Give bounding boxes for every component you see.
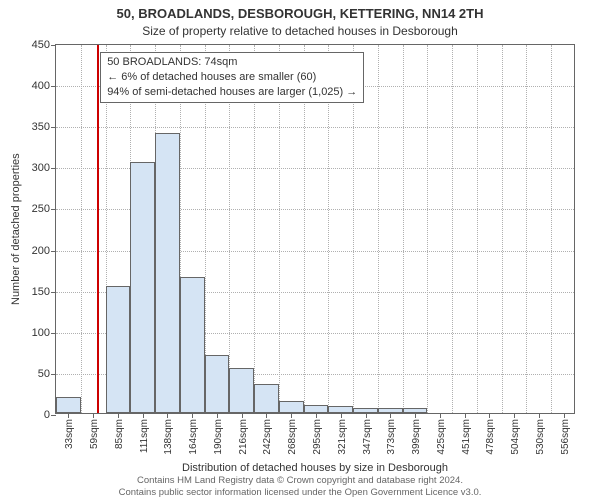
annotation-line: ← 6% of detached houses are smaller (60)	[107, 70, 357, 85]
xtick-label: 190sqm	[213, 419, 224, 455]
xtick-mark	[390, 413, 391, 418]
xtick-label: 138sqm	[163, 419, 174, 455]
histogram-bar	[155, 133, 180, 413]
ytick-mark	[51, 292, 56, 293]
xtick-mark	[489, 413, 490, 418]
gridline-v	[526, 45, 527, 413]
xtick-mark	[242, 413, 243, 418]
xtick-label: 59sqm	[89, 419, 100, 449]
ytick-label: 50	[38, 368, 50, 380]
histogram-bar	[205, 355, 230, 413]
gridline-v	[81, 45, 82, 413]
annotation-line: 50 BROADLANDS: 74sqm	[107, 55, 357, 70]
chart-footer: Contains HM Land Registry data © Crown c…	[0, 475, 600, 498]
xtick-label: 478sqm	[485, 419, 496, 455]
histogram-bar	[180, 277, 205, 413]
xtick-label: 242sqm	[262, 419, 273, 455]
ytick-label: 250	[32, 203, 50, 215]
xtick-label: 268sqm	[287, 419, 298, 455]
footer-line-2: Contains public sector information licen…	[0, 487, 600, 498]
xtick-label: 85sqm	[114, 419, 125, 449]
xtick-mark	[415, 413, 416, 418]
xtick-label: 111sqm	[139, 419, 150, 453]
xtick-label: 321sqm	[337, 419, 348, 455]
xtick-mark	[143, 413, 144, 418]
ytick-mark	[51, 127, 56, 128]
ytick-label: 450	[32, 39, 50, 51]
xtick-mark	[539, 413, 540, 418]
xtick-mark	[366, 413, 367, 418]
ytick-mark	[51, 415, 56, 416]
xtick-label: 556sqm	[560, 419, 571, 455]
xtick-label: 425sqm	[436, 419, 447, 455]
xtick-mark	[341, 413, 342, 418]
ytick-label: 350	[32, 121, 50, 133]
histogram-bar	[56, 397, 81, 413]
xtick-label: 164sqm	[188, 419, 199, 455]
ytick-mark	[51, 333, 56, 334]
xtick-mark	[440, 413, 441, 418]
chart-canvas: 50, BROADLANDS, DESBOROUGH, KETTERING, N…	[0, 0, 600, 500]
ytick-mark	[51, 374, 56, 375]
chart-subtitle: Size of property relative to detached ho…	[0, 24, 600, 38]
annotation-box: 50 BROADLANDS: 74sqm← 6% of detached hou…	[100, 52, 364, 103]
gridline-v	[502, 45, 503, 413]
histogram-bar	[279, 401, 304, 413]
histogram-bar	[106, 286, 131, 413]
histogram-bar	[304, 405, 329, 413]
ytick-mark	[51, 168, 56, 169]
plot-area: 05010015020025030035040045033sqm59sqm85s…	[55, 44, 575, 414]
xtick-label: 530sqm	[535, 419, 546, 455]
gridline-v	[427, 45, 428, 413]
gridline-v	[378, 45, 379, 413]
ytick-label: 300	[32, 162, 50, 174]
ytick-label: 0	[44, 409, 50, 421]
property-marker-line	[97, 45, 99, 413]
chart-title: 50, BROADLANDS, DESBOROUGH, KETTERING, N…	[0, 6, 600, 21]
ytick-mark	[51, 45, 56, 46]
ytick-label: 200	[32, 245, 50, 257]
xtick-mark	[465, 413, 466, 418]
ytick-mark	[51, 209, 56, 210]
gridline-v	[551, 45, 552, 413]
xtick-label: 373sqm	[386, 419, 397, 455]
gridline-h	[56, 127, 574, 128]
xtick-mark	[68, 413, 69, 418]
xtick-label: 33sqm	[64, 419, 75, 449]
xtick-mark	[118, 413, 119, 418]
plot-inner: 05010015020025030035040045033sqm59sqm85s…	[55, 44, 575, 414]
xtick-label: 295sqm	[312, 419, 323, 455]
xtick-mark	[291, 413, 292, 418]
xtick-label: 504sqm	[510, 419, 521, 455]
xtick-label: 451sqm	[461, 419, 472, 455]
xtick-mark	[514, 413, 515, 418]
xtick-label: 347sqm	[362, 419, 373, 455]
histogram-bar	[229, 368, 254, 413]
ytick-label: 150	[32, 286, 50, 298]
ytick-label: 400	[32, 80, 50, 92]
y-axis-title: Number of detached properties	[10, 44, 24, 414]
xtick-mark	[564, 413, 565, 418]
x-axis-title: Distribution of detached houses by size …	[55, 462, 575, 474]
xtick-mark	[93, 413, 94, 418]
xtick-mark	[217, 413, 218, 418]
xtick-mark	[167, 413, 168, 418]
gridline-v	[477, 45, 478, 413]
ytick-mark	[51, 86, 56, 87]
ytick-label: 100	[32, 327, 50, 339]
gridline-v	[452, 45, 453, 413]
xtick-mark	[266, 413, 267, 418]
annotation-line: 94% of semi-detached houses are larger (…	[107, 85, 357, 100]
footer-line-1: Contains HM Land Registry data © Crown c…	[0, 475, 600, 486]
histogram-bar	[130, 162, 155, 413]
gridline-v	[403, 45, 404, 413]
xtick-label: 399sqm	[411, 419, 422, 455]
xtick-label: 216sqm	[238, 419, 249, 455]
histogram-bar	[254, 384, 279, 413]
xtick-mark	[316, 413, 317, 418]
ytick-mark	[51, 251, 56, 252]
xtick-mark	[192, 413, 193, 418]
